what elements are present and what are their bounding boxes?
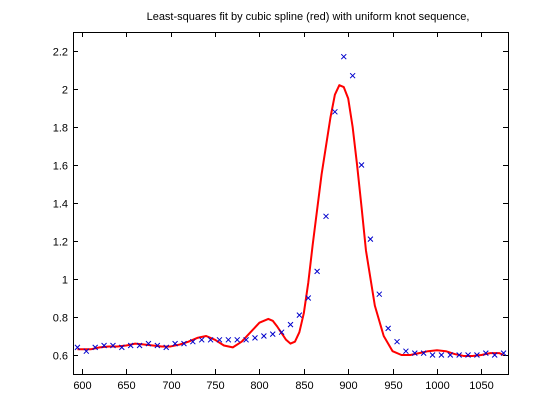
data-point-marker — [118, 344, 125, 351]
plot-frame — [73, 32, 509, 375]
data-point-marker — [269, 331, 276, 337]
data-point-marker — [500, 350, 507, 356]
data-point-marker — [127, 342, 134, 349]
data-point-marker — [403, 348, 409, 355]
data-point-marker — [438, 352, 445, 358]
data-point-marker — [83, 348, 90, 355]
plot-area — [73, 32, 508, 374]
data-point-marker — [296, 312, 303, 318]
y-tick-label: 1.2 — [53, 237, 68, 249]
x-tick-label: 950 — [384, 380, 402, 392]
data-point-marker — [154, 342, 161, 349]
data-point-marker — [491, 352, 498, 358]
data-point-marker — [358, 162, 365, 168]
data-point-marker — [207, 336, 214, 343]
data-point-marker — [216, 336, 223, 343]
y-tick-label: 0.6 — [53, 351, 68, 363]
data-point-marker — [252, 335, 258, 341]
data-point-marker — [198, 336, 205, 343]
x-axis: 600 650 700 750 800 850 900 950 1000 1050 — [73, 32, 494, 392]
y-tick-label: 1 — [62, 275, 68, 287]
data-point-marker — [234, 336, 241, 343]
data-point-marker — [172, 340, 178, 347]
data-point-marker — [340, 53, 347, 60]
data-point-marker — [243, 336, 249, 343]
data-point-marker — [367, 236, 374, 242]
y-axis: 0.6 0.8 1 1.2 1.4 1.6 1.8 2 2.2 — [53, 47, 508, 363]
x-tick-label: 650 — [117, 380, 135, 392]
y-tick-label: 1.4 — [53, 199, 68, 211]
data-point-marker — [349, 72, 356, 79]
data-point-marker — [92, 344, 99, 351]
data-point-marker — [429, 352, 436, 358]
x-tick-label: 850 — [295, 380, 313, 392]
x-tick-label: 750 — [206, 380, 224, 392]
data-point-marker — [136, 342, 143, 349]
data-points-series — [74, 53, 507, 358]
data-point-marker — [110, 342, 116, 349]
data-point-marker — [394, 338, 400, 345]
data-point-marker — [74, 344, 81, 351]
data-point-marker — [411, 350, 418, 356]
data-point-marker — [163, 344, 170, 351]
data-point-marker — [278, 329, 285, 336]
y-tick-label: 2 — [62, 85, 68, 97]
data-point-marker — [323, 213, 329, 220]
data-point-marker — [225, 336, 232, 343]
data-point-marker — [420, 350, 427, 356]
y-tick-label: 2.2 — [53, 47, 68, 59]
x-tick-label: 900 — [339, 380, 357, 392]
y-tick-label: 1.6 — [53, 161, 68, 173]
data-point-marker — [305, 295, 312, 301]
y-tick-label: 0.8 — [53, 313, 68, 325]
x-tick-label: 800 — [250, 380, 268, 392]
x-tick-label: 1050 — [469, 380, 493, 392]
x-tick-label: 600 — [73, 380, 91, 392]
data-point-marker — [456, 352, 463, 358]
data-point-marker — [447, 352, 454, 358]
data-point-marker — [145, 340, 152, 347]
data-point-marker — [482, 350, 489, 356]
data-point-marker — [465, 352, 471, 358]
data-point-marker — [181, 340, 187, 347]
x-tick-label: 1000 — [425, 380, 449, 392]
data-point-marker — [376, 291, 383, 298]
data-point-marker — [385, 325, 392, 332]
data-point-marker — [287, 321, 294, 328]
y-tick-label: 1.8 — [53, 123, 68, 135]
chart-title: Least-squares fit by cubic spline (red) … — [147, 11, 470, 23]
data-point-marker — [474, 352, 480, 358]
data-point-marker — [261, 333, 267, 339]
data-point-marker — [314, 268, 320, 275]
data-point-marker — [332, 108, 338, 115]
data-point-marker — [189, 338, 196, 345]
x-tick-label: 700 — [162, 380, 180, 392]
data-point-marker — [101, 342, 107, 349]
